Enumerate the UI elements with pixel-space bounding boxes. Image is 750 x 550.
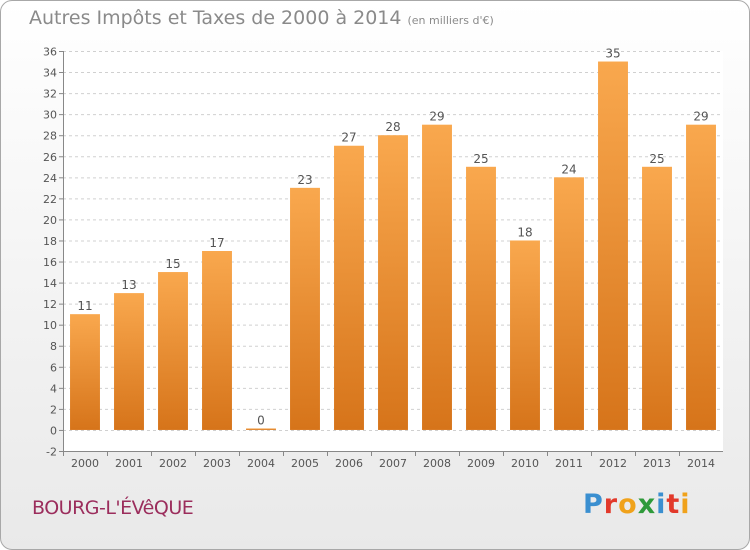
bar-2010 xyxy=(510,240,540,430)
y-tick-label: 2 xyxy=(50,403,57,416)
data-label-2009: 25 xyxy=(473,152,488,166)
y-tick-label: 14 xyxy=(43,277,57,290)
commune-name: BOURG-L'ÉVêQUE xyxy=(32,497,194,519)
y-tick-label: 26 xyxy=(43,151,57,164)
y-tick-label: 12 xyxy=(43,298,57,311)
y-tick-label: 16 xyxy=(43,256,57,269)
data-label-2007: 28 xyxy=(385,120,400,134)
data-label-2013: 25 xyxy=(649,152,664,166)
data-label-2002: 15 xyxy=(165,257,180,271)
data-label-2003: 17 xyxy=(209,236,224,250)
y-tick-label: 30 xyxy=(43,109,57,122)
bar-2012 xyxy=(598,61,628,430)
proxiti-logo: Proxiti xyxy=(583,489,691,520)
bar-2001 xyxy=(114,293,144,430)
logo-letter: t xyxy=(666,489,681,520)
data-label-2005: 23 xyxy=(297,173,312,187)
bar-2006 xyxy=(334,145,364,430)
logo-letter: r xyxy=(603,489,619,520)
bar-2002 xyxy=(158,272,188,430)
x-tick-label-2009: 2009 xyxy=(467,457,495,470)
x-tick-label-2005: 2005 xyxy=(291,457,319,470)
bar-2014 xyxy=(686,124,716,430)
bar-2013 xyxy=(642,166,672,430)
chart-title: Autres Impôts et Taxes de 2000 à 2014 (en… xyxy=(29,7,494,29)
data-label-2004: 0 xyxy=(257,413,265,427)
y-tick-label: -2 xyxy=(46,446,57,459)
y-tick-label: 32 xyxy=(43,88,57,101)
x-tick-label-2011: 2011 xyxy=(555,457,583,470)
data-label-2008: 29 xyxy=(429,110,444,124)
y-tick-label: 34 xyxy=(43,67,57,80)
x-tick-label-2014: 2014 xyxy=(687,457,715,470)
data-label-2001: 13 xyxy=(121,278,136,292)
x-tick-label-2002: 2002 xyxy=(159,457,187,470)
bar-2011 xyxy=(554,177,584,430)
x-tick-label-2007: 2007 xyxy=(379,457,407,470)
logo-letter: o xyxy=(618,489,638,520)
bar-2009 xyxy=(466,166,496,430)
x-tick-label-2000: 2000 xyxy=(71,457,99,470)
x-tick-label-2012: 2012 xyxy=(599,457,627,470)
bar-2003 xyxy=(202,251,232,430)
y-tick-label: 4 xyxy=(50,382,57,395)
data-label-2006: 27 xyxy=(341,131,356,145)
bar-2004 xyxy=(246,428,276,430)
data-label-2000: 11 xyxy=(77,299,92,313)
logo-letter: i xyxy=(656,489,667,520)
y-tick-label: 6 xyxy=(50,361,57,374)
bar-2000 xyxy=(70,314,100,430)
x-tick-label-2010: 2010 xyxy=(511,457,539,470)
bar-2005 xyxy=(290,187,320,430)
x-tick-label-2006: 2006 xyxy=(335,457,363,470)
x-tick-label-2004: 2004 xyxy=(247,457,275,470)
bar-2007 xyxy=(378,135,408,430)
x-tick-label-2013: 2013 xyxy=(643,457,671,470)
data-label-2014: 29 xyxy=(693,110,708,124)
y-tick-label: 24 xyxy=(43,172,57,185)
data-label-2010: 18 xyxy=(517,225,532,239)
title-text: Autres Impôts et Taxes de 2000 à 2014 xyxy=(29,7,402,29)
logo-letter: i xyxy=(680,489,691,520)
x-tick-label-2003: 2003 xyxy=(203,457,231,470)
data-label-2012: 35 xyxy=(605,47,620,61)
y-tick-label: 10 xyxy=(43,319,57,332)
y-tick-label: 36 xyxy=(43,46,57,59)
y-tick-label: 22 xyxy=(43,193,57,206)
logo-letter: P xyxy=(583,489,604,520)
y-tick-label: 18 xyxy=(43,235,57,248)
subtitle-text: (en milliers d'€) xyxy=(407,14,494,27)
logo-letter: x xyxy=(637,489,657,520)
y-tick-label: 0 xyxy=(50,424,57,437)
y-tick-label: 28 xyxy=(43,130,57,143)
data-label-2011: 24 xyxy=(561,162,576,176)
y-tick-label: 20 xyxy=(43,214,57,227)
bar-2008 xyxy=(422,124,452,430)
x-tick-label-2001: 2001 xyxy=(115,457,143,470)
y-tick-label: 8 xyxy=(50,340,57,353)
x-tick-label-2008: 2008 xyxy=(423,457,451,470)
